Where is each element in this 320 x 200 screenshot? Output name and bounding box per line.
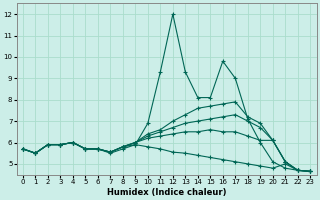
X-axis label: Humidex (Indice chaleur): Humidex (Indice chaleur) — [107, 188, 226, 197]
